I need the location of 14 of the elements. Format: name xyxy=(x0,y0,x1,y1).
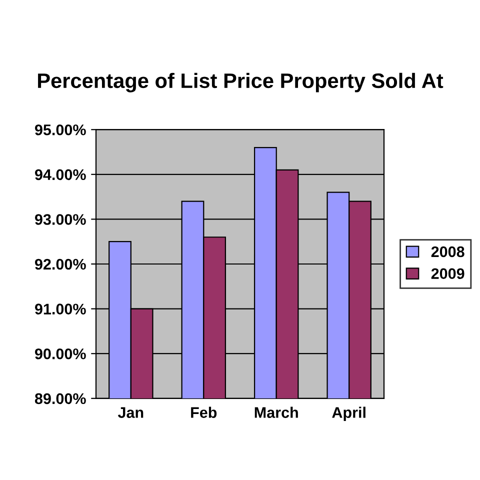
x-tick-label: Jan xyxy=(118,407,144,418)
y-tick-label: 90.00% xyxy=(34,348,86,360)
chart-title: Percentage of List Price Property Sold At xyxy=(38,72,444,92)
y-tick-label: 92.00% xyxy=(34,258,86,270)
legend-label: 2008 xyxy=(431,246,464,258)
legend-label: 2009 xyxy=(431,268,464,280)
y-tick-label: 93.00% xyxy=(34,214,86,225)
x-tick-label: Feb xyxy=(191,406,217,418)
x-tick-label: April xyxy=(332,406,366,421)
y-tick-label: 94.00% xyxy=(34,169,86,180)
x-tick-label: March xyxy=(254,406,298,418)
y-tick-label: 91.00% xyxy=(34,304,86,314)
y-tick-label: 95.00% xyxy=(34,124,86,136)
y-tick-label: 89.00% xyxy=(34,393,86,404)
